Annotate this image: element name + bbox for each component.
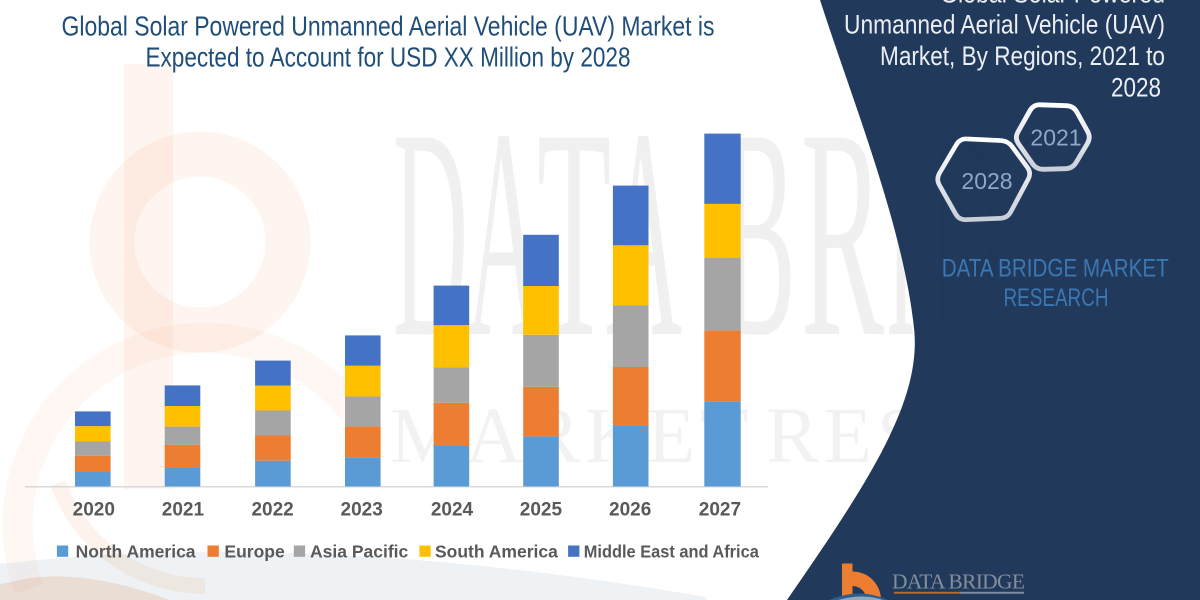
svg-text:Global Solar Powered Unmanned: Global Solar Powered Unmanned Aerial Veh… [62, 10, 715, 41]
svg-text:South America: South America [435, 542, 558, 562]
svg-text:2023: 2023 [341, 500, 383, 521]
svg-text:Asia Pacific: Asia Pacific [310, 542, 409, 562]
svg-text:Expected to Account for USD XX: Expected to Account for USD XX Million b… [146, 41, 631, 72]
svg-text:2028: 2028 [1111, 73, 1161, 103]
svg-text:Middle East and Africa: Middle East and Africa [584, 542, 759, 562]
svg-text:2026: 2026 [609, 500, 651, 521]
svg-text:2021: 2021 [1030, 125, 1081, 151]
svg-text:2022: 2022 [251, 500, 293, 521]
svg-text:MARKET RESEARCH: MARKET RESEARCH [892, 598, 1052, 600]
svg-text:Market, By Regions, 2021 to: Market, By Regions, 2021 to [880, 41, 1165, 71]
svg-text:Global Solar Powered: Global Solar Powered [940, 0, 1165, 9]
svg-text:2024: 2024 [431, 500, 474, 521]
svg-text:2025: 2025 [520, 500, 563, 521]
svg-text:North America: North America [76, 542, 196, 562]
svg-text:2020: 2020 [73, 500, 115, 521]
svg-text:Europe: Europe [224, 542, 285, 562]
svg-text:Unmanned Aerial Vehicle (UAV): Unmanned Aerial Vehicle (UAV) [844, 10, 1165, 40]
svg-text:RESEARCH: RESEARCH [1004, 284, 1109, 312]
svg-text:2027: 2027 [699, 500, 741, 521]
svg-text:2021: 2021 [162, 500, 205, 521]
svg-text:DATA BRIDGE: DATA BRIDGE [892, 570, 1025, 594]
svg-text:2028: 2028 [961, 168, 1012, 194]
svg-text:DATA BRIDGE MARKET: DATA BRIDGE MARKET [942, 255, 1169, 283]
